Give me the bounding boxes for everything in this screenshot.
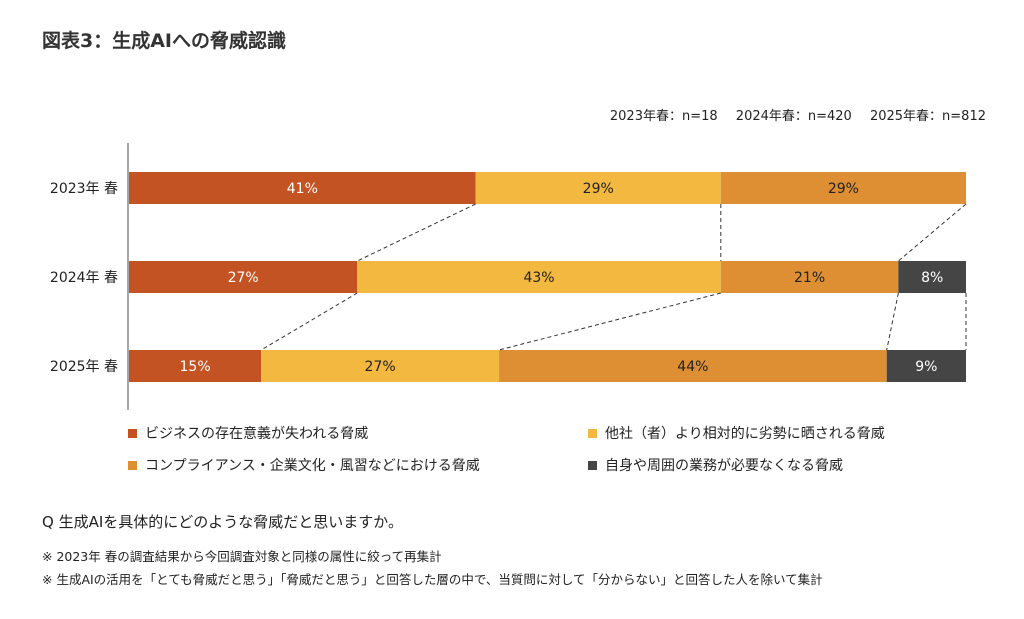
data-label: 29% [583, 181, 614, 197]
note-1: ※ 2023年 春の調査結果から今回調査対象と同様の属性に絞って再集計 [42, 549, 442, 564]
legend-swatch [128, 428, 137, 438]
bar-segment [129, 261, 358, 293]
data-label: 9% [915, 359, 937, 375]
sample-size-2024: 2024年春：n=420 [735, 109, 852, 124]
category-label: 2025年 春 [50, 359, 118, 375]
legend-label: コンプライアンス・企業文化・風習などにおける脅威 [145, 458, 480, 474]
legend-item: コンプライアンス・企業文化・風習などにおける脅威 [128, 455, 588, 475]
bar-segment [129, 350, 262, 382]
legend-swatch [588, 428, 597, 438]
legend-item: 自身や周囲の業務が必要なくなる脅威 [588, 455, 948, 475]
legend-swatch [588, 460, 597, 470]
bar-segment [720, 261, 899, 293]
connector-line [886, 292, 899, 351]
bar-segment [357, 261, 721, 293]
connector-line [260, 292, 358, 351]
connector-line [357, 203, 476, 262]
legend-swatch [128, 460, 137, 470]
bar-segment [898, 261, 966, 293]
legend-item: ビジネスの存在意義が失われる脅威 [128, 423, 588, 443]
category-label: 2023年 春 [50, 181, 118, 197]
data-label: 27% [228, 270, 259, 286]
legend-label: 他社（者）より相対的に劣勢に晒される脅威 [605, 426, 885, 442]
data-label: 43% [523, 270, 554, 286]
note-2: ※ 生成AIの活用を「とても脅威だと思う」「脅威だと思う」と回答した層の中で、当… [42, 572, 823, 587]
data-label: 44% [677, 359, 708, 375]
legend-item: 他社（者）より相対的に劣勢に晒される脅威 [588, 423, 948, 443]
legend: ビジネスの存在意義が失われる脅威 他社（者）より相対的に劣勢に晒される脅威 コン… [128, 423, 948, 475]
bar-segment [261, 350, 500, 382]
legend-label: 自身や周囲の業務が必要なくなる脅威 [605, 458, 843, 474]
chart-title: 図表3：生成AIへの脅威認識 [42, 30, 286, 52]
bar-segment [886, 350, 966, 382]
bar-segment [475, 172, 721, 204]
sample-size-2023: 2023年春：n=18 [609, 109, 718, 124]
category-label: 2024年 春 [50, 270, 118, 286]
bar-segment [129, 172, 476, 204]
data-label: 41% [287, 181, 318, 197]
data-label: 15% [180, 359, 211, 375]
data-label: 29% [828, 181, 859, 197]
legend-label: ビジネスの存在意義が失われる脅威 [145, 426, 369, 442]
bar-segment [720, 172, 966, 204]
bar-segment [499, 350, 887, 382]
data-label: 8% [921, 270, 943, 286]
sample-size-2025: 2025年春：n=812 [869, 109, 986, 124]
connector-line [898, 203, 967, 262]
sample-sizes: 2023年春：n=18 2024年春：n=420 2025年春：n=812 [596, 105, 986, 124]
data-label: 27% [365, 359, 396, 375]
connector-line [498, 292, 721, 351]
question-text: Q 生成AIを具体的にどのような脅威だと思いますか。 [42, 513, 403, 531]
data-label: 21% [794, 270, 825, 286]
